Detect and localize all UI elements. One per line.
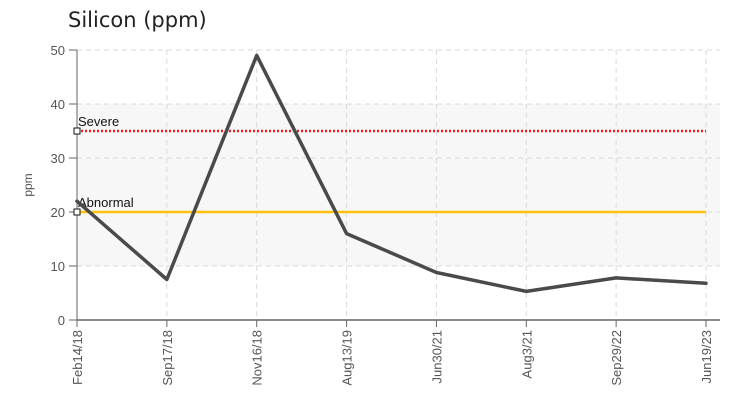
x-tick-label: Jun30/21 xyxy=(429,330,444,384)
x-tick-label: Aug3/21 xyxy=(519,330,534,378)
x-tick-label: Aug13/19 xyxy=(340,330,355,386)
y-tick-label: 50 xyxy=(51,43,65,58)
series-line xyxy=(75,53,708,294)
shaded-band xyxy=(77,104,720,266)
chart-title: Silicon (ppm) xyxy=(68,8,207,32)
x-tick-label: Feb14/18 xyxy=(70,330,85,385)
x-tick-label: Sep17/18 xyxy=(160,330,175,386)
x-tick-label: Jun19/23 xyxy=(699,330,714,384)
threshold-marker xyxy=(73,208,81,216)
y-ticks: 0 10 20 30 40 50 xyxy=(51,43,77,328)
y-tick-label: 40 xyxy=(51,97,65,112)
thresholds: Severe Abnormal xyxy=(73,114,706,216)
x-tick-label: Nov16/18 xyxy=(250,330,265,386)
axes xyxy=(76,50,720,321)
threshold-label-abnormal: Abnormal xyxy=(78,195,134,210)
y-tick-label: 0 xyxy=(58,313,65,328)
y-tick-label: 10 xyxy=(51,259,65,274)
y-axis-label: ppm xyxy=(21,173,35,196)
x-tick-label: Sep29/22 xyxy=(609,330,624,386)
threshold-marker xyxy=(73,127,81,135)
series-group xyxy=(75,53,708,294)
x-ticks: Feb14/18 Sep17/18 Nov16/18 Aug13/19 Jun30/21… xyxy=(70,320,714,386)
y-tick-label: 20 xyxy=(51,205,65,220)
threshold-label-severe: Severe xyxy=(78,114,119,129)
y-tick-label: 30 xyxy=(51,151,65,166)
